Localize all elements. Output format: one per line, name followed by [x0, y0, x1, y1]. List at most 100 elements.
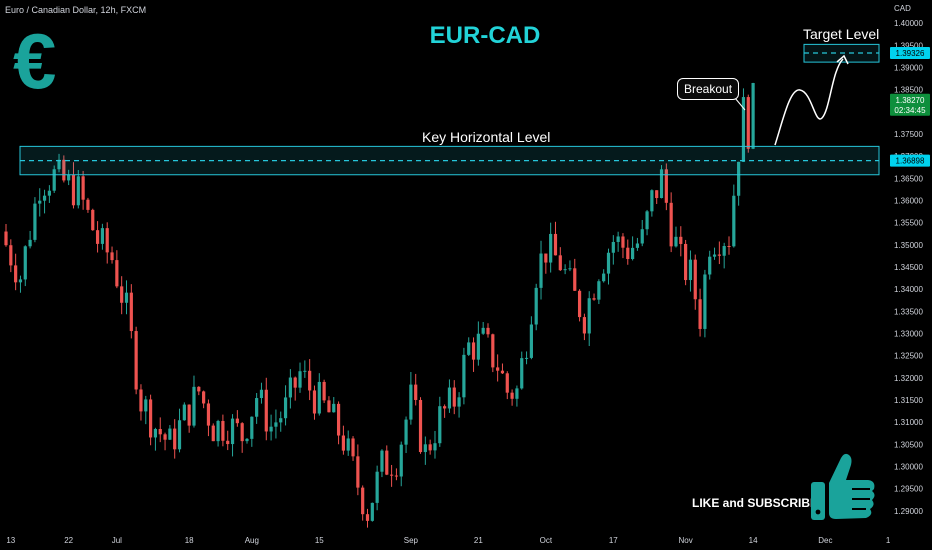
- candle-body: [9, 245, 13, 266]
- y-tick-label: 1.35000: [894, 241, 923, 250]
- x-tick-label: 21: [474, 536, 483, 545]
- zones: [19, 43, 880, 176]
- candle-body: [269, 426, 273, 432]
- candle-body: [144, 399, 148, 412]
- candle-body: [255, 398, 259, 417]
- candle-body: [423, 444, 427, 453]
- candle-body: [631, 247, 635, 260]
- y-tick-label: 1.34000: [894, 285, 923, 294]
- candle-body: [385, 450, 389, 475]
- candle-body: [235, 418, 239, 424]
- candle-body: [698, 299, 702, 329]
- y-tick-label: 1.39500: [894, 41, 923, 50]
- key-level-price-tag: [890, 154, 930, 167]
- candle-body: [505, 373, 509, 393]
- candle-body: [684, 243, 688, 281]
- candle-body: [47, 190, 51, 196]
- candle-body: [283, 397, 288, 419]
- candle-body: [481, 327, 485, 334]
- x-tick-label: 18: [185, 536, 194, 545]
- candle-body: [95, 230, 100, 244]
- candle-body: [134, 331, 138, 390]
- y-tick-label: 1.33500: [894, 307, 923, 316]
- candle-body: [703, 274, 707, 329]
- candle-body: [211, 425, 215, 442]
- candle-body: [67, 174, 71, 181]
- candle-body: [230, 418, 235, 445]
- candle-body: [240, 423, 244, 442]
- candle-body: [693, 259, 697, 300]
- candle-body: [197, 386, 201, 392]
- y-tick-label: 1.36500: [894, 174, 923, 183]
- x-tick-label: Sep: [404, 536, 419, 545]
- candle-body: [558, 255, 562, 271]
- x-tick-label: 15: [315, 536, 324, 545]
- candle-body: [500, 370, 505, 374]
- candle-body: [120, 286, 124, 303]
- candle-body: [105, 228, 109, 253]
- key-level-price-tag-text: 1.36898: [896, 157, 925, 166]
- candle-body: [582, 317, 586, 334]
- candle-body: [356, 456, 360, 488]
- candle-body: [587, 298, 591, 334]
- candle-body: [688, 259, 693, 281]
- key-level-label: Key Horizontal Level: [422, 129, 551, 145]
- x-tick-label: 14: [749, 536, 758, 545]
- candle-body: [428, 444, 432, 451]
- candle-body: [443, 406, 447, 409]
- candle-body: [645, 211, 649, 230]
- candle-body: [274, 422, 278, 427]
- projection-arrowhead: [836, 54, 849, 65]
- y-tick-label: 1.34500: [894, 263, 923, 272]
- candle-body: [28, 239, 32, 247]
- candle-body: [312, 390, 317, 414]
- candle-body: [732, 195, 736, 247]
- candle-body: [394, 475, 399, 477]
- like-subscribe-label: LIKE and SUBSCRIBE: [692, 496, 819, 510]
- candle-body: [549, 233, 553, 263]
- candle-body: [573, 268, 577, 291]
- candle-body: [577, 290, 582, 318]
- current-price-tag: [890, 93, 930, 116]
- candle-body: [635, 243, 640, 248]
- candle-body: [86, 199, 90, 210]
- candle-body: [433, 443, 437, 451]
- candle-body: [322, 381, 326, 401]
- candle-body: [626, 247, 630, 260]
- candle-body: [452, 387, 456, 407]
- thumbs-up-icon: [811, 453, 875, 520]
- candle-body: [712, 254, 717, 257]
- breakout-callout: Breakout: [677, 78, 740, 100]
- candle-body: [664, 169, 668, 203]
- candle-body: [655, 190, 659, 199]
- x-tick-label: Jul: [112, 536, 122, 545]
- y-tick-label: 1.29500: [894, 485, 923, 494]
- candle-body: [491, 334, 495, 368]
- candle-body: [38, 200, 42, 204]
- candle-body: [597, 281, 601, 300]
- candle-body: [76, 176, 80, 206]
- candle-body: [674, 236, 678, 247]
- candle-body: [279, 418, 283, 423]
- candle-body: [717, 254, 721, 256]
- y-tick-label: 1.33000: [894, 330, 923, 339]
- candle-body: [173, 428, 177, 450]
- candle-body: [544, 253, 548, 263]
- candle-body: [370, 502, 374, 521]
- projection-curve: [774, 58, 844, 146]
- candle-body: [245, 438, 249, 442]
- candle-body: [722, 246, 726, 256]
- candle-body: [467, 342, 471, 355]
- y-axis: 1.29000 1.29500 1.30000 1.30500 1.31000 1.315…: [894, 19, 923, 516]
- x-tick-label: Aug: [245, 536, 259, 545]
- euro-logo-icon: €: [13, 17, 57, 105]
- candle-body: [81, 176, 85, 200]
- candle-body: [659, 169, 664, 199]
- candle-body: [336, 403, 341, 436]
- candle-body: [62, 159, 66, 181]
- candle-body: [317, 381, 321, 414]
- candle-body: [438, 406, 442, 444]
- candle-body: [399, 444, 403, 477]
- y-tick-label: 1.31000: [894, 418, 923, 427]
